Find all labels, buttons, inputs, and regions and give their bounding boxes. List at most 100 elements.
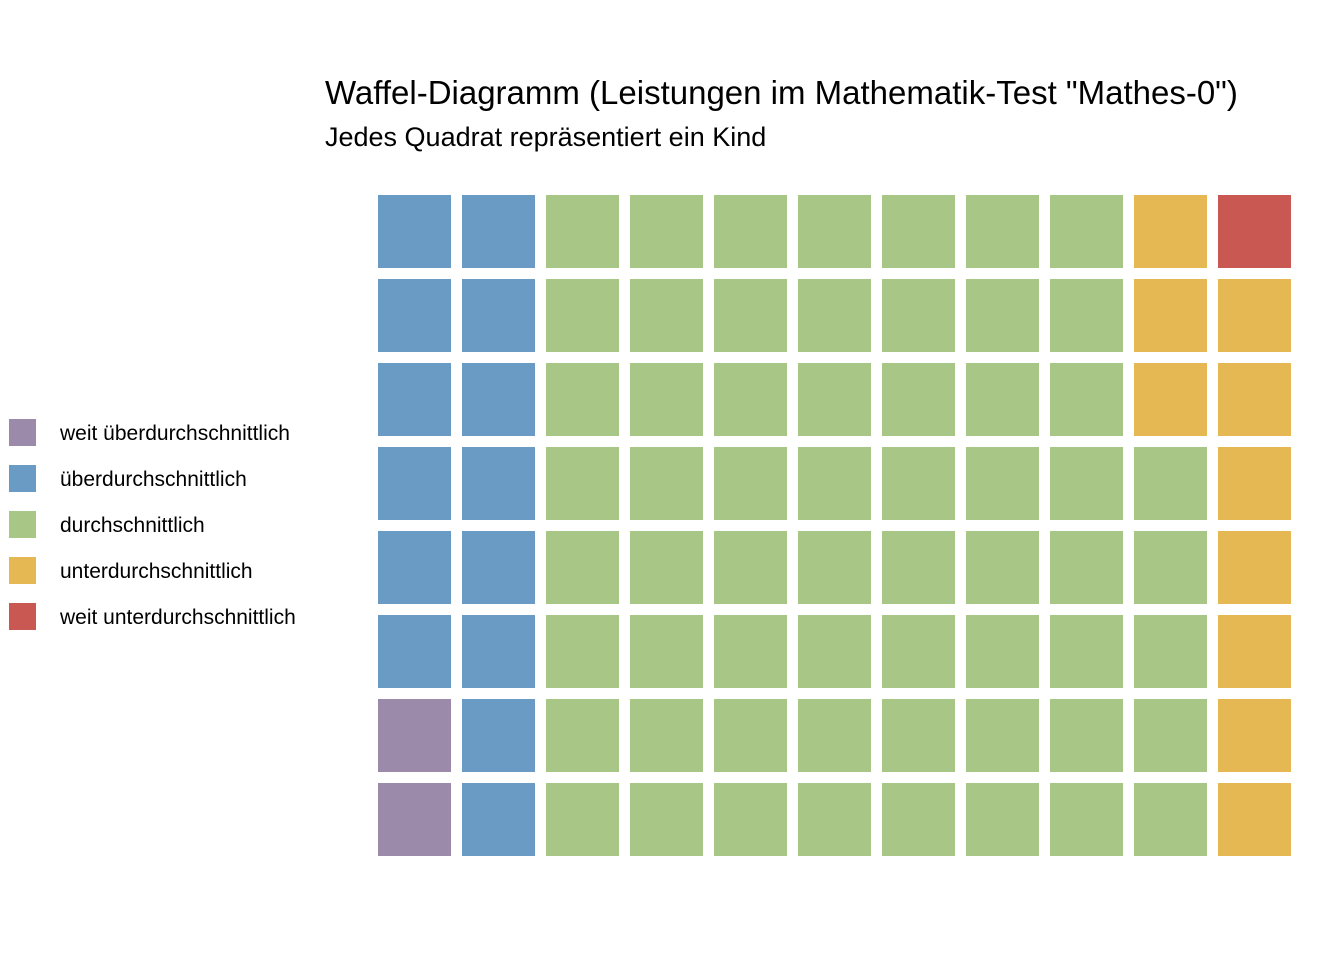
waffle-square xyxy=(378,363,451,436)
waffle-square xyxy=(462,531,535,604)
waffle-square xyxy=(966,279,1039,352)
waffle-square xyxy=(1134,615,1207,688)
waffle-square xyxy=(1050,195,1123,268)
waffle-square xyxy=(1218,531,1291,604)
waffle-square xyxy=(1218,699,1291,772)
waffle-square xyxy=(1050,531,1123,604)
waffle-square xyxy=(1050,699,1123,772)
waffle-square xyxy=(882,699,955,772)
waffle-square xyxy=(1134,447,1207,520)
waffle-square xyxy=(462,195,535,268)
waffle-square xyxy=(630,699,703,772)
waffle-square xyxy=(1134,363,1207,436)
waffle-square xyxy=(1218,363,1291,436)
waffle-square xyxy=(462,783,535,856)
legend-key xyxy=(9,511,36,538)
waffle-square xyxy=(462,699,535,772)
waffle-square xyxy=(462,447,535,520)
legend-label: weit überdurchschnittlich xyxy=(60,422,290,445)
waffle-square xyxy=(798,699,871,772)
legend-key xyxy=(9,419,36,446)
waffle-square xyxy=(378,615,451,688)
waffle-square xyxy=(546,531,619,604)
waffle-square xyxy=(882,195,955,268)
waffle-square xyxy=(714,447,787,520)
waffle-square xyxy=(462,615,535,688)
waffle-square xyxy=(714,363,787,436)
waffle-square xyxy=(966,615,1039,688)
waffle-square xyxy=(714,783,787,856)
waffle-square xyxy=(714,615,787,688)
waffle-square xyxy=(546,447,619,520)
waffle-square xyxy=(714,279,787,352)
waffle-square xyxy=(1218,783,1291,856)
waffle-square xyxy=(378,699,451,772)
waffle-square xyxy=(882,783,955,856)
chart-title: Waffel-Diagramm (Leistungen im Mathemati… xyxy=(325,74,1238,111)
waffle-square xyxy=(714,195,787,268)
waffle-square xyxy=(378,447,451,520)
waffle-square xyxy=(714,699,787,772)
waffle-square xyxy=(546,699,619,772)
waffle-square xyxy=(630,447,703,520)
waffle-square xyxy=(798,195,871,268)
waffle-square xyxy=(882,531,955,604)
legend-key xyxy=(9,603,36,630)
waffle-square xyxy=(378,783,451,856)
waffle-square xyxy=(966,195,1039,268)
waffle-square xyxy=(966,447,1039,520)
waffle-square xyxy=(966,363,1039,436)
waffle-square xyxy=(966,531,1039,604)
legend-key xyxy=(9,557,36,584)
waffle-square xyxy=(546,783,619,856)
waffle-square xyxy=(1050,783,1123,856)
waffle-square xyxy=(1218,279,1291,352)
waffle-square xyxy=(546,195,619,268)
waffle-square xyxy=(462,279,535,352)
waffle-square xyxy=(1050,447,1123,520)
waffle-square xyxy=(798,447,871,520)
waffle-square xyxy=(1218,615,1291,688)
waffle-square xyxy=(1134,195,1207,268)
waffle-square xyxy=(882,363,955,436)
waffle-square xyxy=(882,279,955,352)
waffle-square xyxy=(546,615,619,688)
waffle-square xyxy=(378,531,451,604)
waffle-square xyxy=(630,531,703,604)
legend-key xyxy=(9,465,36,492)
waffle-square xyxy=(630,783,703,856)
waffle-square xyxy=(798,531,871,604)
waffle-square xyxy=(546,279,619,352)
legend-label: durchschnittlich xyxy=(60,514,205,537)
chart-subtitle: Jedes Quadrat repräsentiert ein Kind xyxy=(325,122,767,152)
waffle-square xyxy=(462,363,535,436)
waffle-square xyxy=(966,783,1039,856)
waffle-square xyxy=(546,363,619,436)
waffle-square xyxy=(378,195,451,268)
waffle-square xyxy=(1050,615,1123,688)
waffle-square xyxy=(630,195,703,268)
legend-label: unterdurchschnittlich xyxy=(60,560,253,583)
waffle-square xyxy=(630,363,703,436)
waffle-square xyxy=(714,531,787,604)
waffle-square xyxy=(882,615,955,688)
waffle-square xyxy=(1218,447,1291,520)
waffle-square xyxy=(1134,531,1207,604)
waffle-square xyxy=(882,447,955,520)
waffle-square xyxy=(630,615,703,688)
waffle-square xyxy=(630,279,703,352)
waffle-square xyxy=(966,699,1039,772)
legend-label: überdurchschnittlich xyxy=(60,468,247,491)
legend-label: weit unterdurchschnittlich xyxy=(60,606,296,629)
waffle-square xyxy=(798,615,871,688)
waffle-square xyxy=(1134,783,1207,856)
waffle-square xyxy=(1134,279,1207,352)
waffle-square xyxy=(1134,699,1207,772)
waffle-square xyxy=(1050,363,1123,436)
waffle-square xyxy=(798,783,871,856)
waffle-square xyxy=(378,279,451,352)
waffle-square xyxy=(1050,279,1123,352)
waffle-square xyxy=(798,279,871,352)
waffle-square xyxy=(798,363,871,436)
